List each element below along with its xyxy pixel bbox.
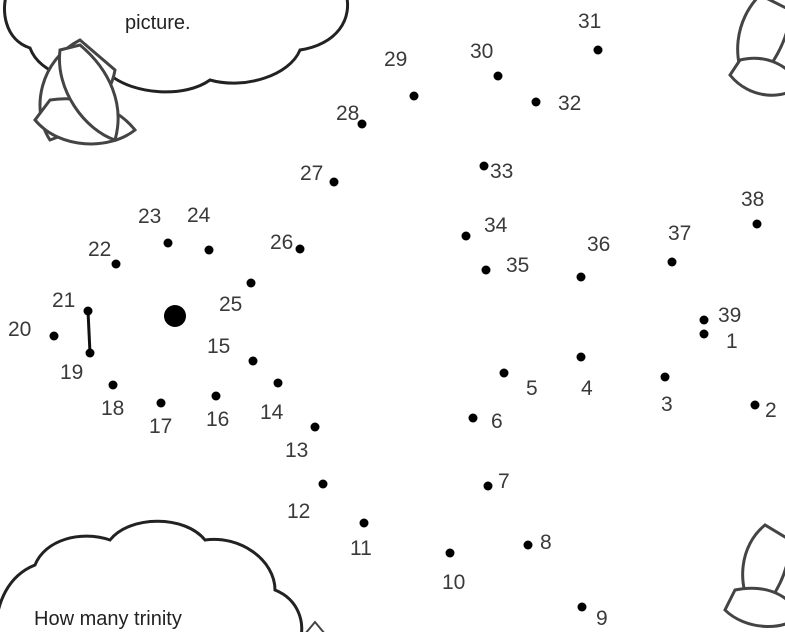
dot-20[interactable] [49, 331, 59, 341]
dot-label-22: 22 [88, 238, 111, 261]
dot-label-8: 8 [540, 531, 552, 554]
dot-label-19: 19 [60, 361, 83, 384]
dot-label-5: 5 [526, 377, 538, 400]
top-cloud-text: picture. [125, 12, 191, 34]
dot-label-29: 29 [384, 48, 407, 71]
eye-dot [164, 305, 186, 327]
dot-37[interactable] [667, 257, 677, 267]
dot-label-23: 23 [138, 205, 161, 228]
dot-label-32: 32 [558, 92, 581, 115]
dot-label-27: 27 [300, 162, 323, 185]
dot-1[interactable] [699, 329, 709, 339]
dot-30[interactable] [493, 71, 503, 81]
dot-25[interactable] [246, 278, 256, 288]
dot-13[interactable] [310, 422, 320, 432]
dot-38[interactable] [752, 219, 762, 229]
dot-label-20: 20 [8, 318, 31, 341]
dot-17[interactable] [156, 398, 166, 408]
dot-9[interactable] [577, 602, 587, 612]
dot-label-12: 12 [287, 500, 310, 523]
dot-12[interactable] [318, 479, 328, 489]
bottom-cloud-text: How many trinity [34, 608, 182, 630]
trinity-knot-icon [33, 38, 138, 146]
dot-label-37: 37 [668, 222, 691, 245]
drawn-line-segment [86, 310, 92, 354]
dot-label-9: 9 [596, 607, 608, 630]
dot-label-38: 38 [741, 188, 764, 211]
dot-16[interactable] [211, 391, 221, 401]
dot-label-26: 26 [270, 231, 293, 254]
dot-14[interactable] [273, 378, 283, 388]
dot-label-39: 39 [718, 304, 741, 327]
dot-15[interactable] [248, 356, 258, 366]
dot-label-36: 36 [587, 233, 610, 256]
dot-label-16: 16 [206, 408, 229, 431]
dot-label-35: 35 [506, 254, 529, 277]
dot-label-13: 13 [285, 439, 308, 462]
dot-label-6: 6 [491, 410, 503, 433]
dot-label-21: 21 [52, 289, 75, 312]
dot-label-33: 33 [490, 160, 513, 183]
dot-label-15: 15 [207, 335, 230, 358]
dot-23[interactable] [163, 238, 173, 248]
dot-label-31: 31 [578, 10, 601, 33]
dot-label-1: 1 [726, 330, 738, 353]
dot-label-17: 17 [149, 415, 172, 438]
dot-28[interactable] [357, 119, 367, 129]
dot-19[interactable] [85, 348, 95, 358]
dot-label-30: 30 [470, 40, 493, 63]
dot-18[interactable] [108, 380, 118, 390]
dot-24[interactable] [204, 245, 214, 255]
trinity-knot-icon [728, 0, 785, 97]
dot-label-24: 24 [187, 204, 211, 227]
dot-7[interactable] [483, 481, 493, 491]
dot-label-28: 28 [336, 102, 359, 125]
dot-26[interactable] [295, 244, 305, 254]
dot-4[interactable] [576, 352, 586, 362]
dot-6[interactable] [468, 413, 478, 423]
dot-32[interactable] [531, 97, 541, 107]
bottom-cloud-shape [0, 519, 304, 632]
dot-5[interactable] [499, 368, 509, 378]
trinity-knot-icon [723, 523, 785, 628]
dot-21[interactable] [83, 306, 93, 316]
dot-11[interactable] [359, 518, 369, 528]
dot-label-34: 34 [484, 214, 508, 237]
dot-label-2: 2 [765, 399, 777, 422]
dot-label-11: 11 [350, 537, 372, 560]
dot-27[interactable] [329, 177, 339, 187]
dot-35[interactable] [481, 265, 491, 275]
dot-29[interactable] [409, 91, 419, 101]
dot-39[interactable] [699, 315, 709, 325]
dot-label-10: 10 [442, 571, 465, 594]
dot-8[interactable] [523, 540, 533, 550]
bottom-cloud-corner-shape [305, 620, 325, 632]
dot-label-14: 14 [260, 401, 284, 424]
dot-label-4: 4 [581, 377, 593, 400]
dot-2[interactable] [750, 400, 760, 410]
dot-label-3: 3 [661, 393, 673, 416]
dot-36[interactable] [576, 272, 586, 282]
dot-33[interactable] [479, 161, 489, 171]
dot-22[interactable] [111, 259, 121, 269]
dot-10[interactable] [445, 548, 455, 558]
dot-label-25: 25 [219, 293, 242, 316]
dot-label-18: 18 [101, 397, 124, 420]
dot-31[interactable] [593, 45, 603, 55]
dot-3[interactable] [660, 372, 670, 382]
dot-label-7: 7 [498, 470, 510, 493]
dot-34[interactable] [461, 231, 471, 241]
dots-layer [49, 45, 762, 612]
